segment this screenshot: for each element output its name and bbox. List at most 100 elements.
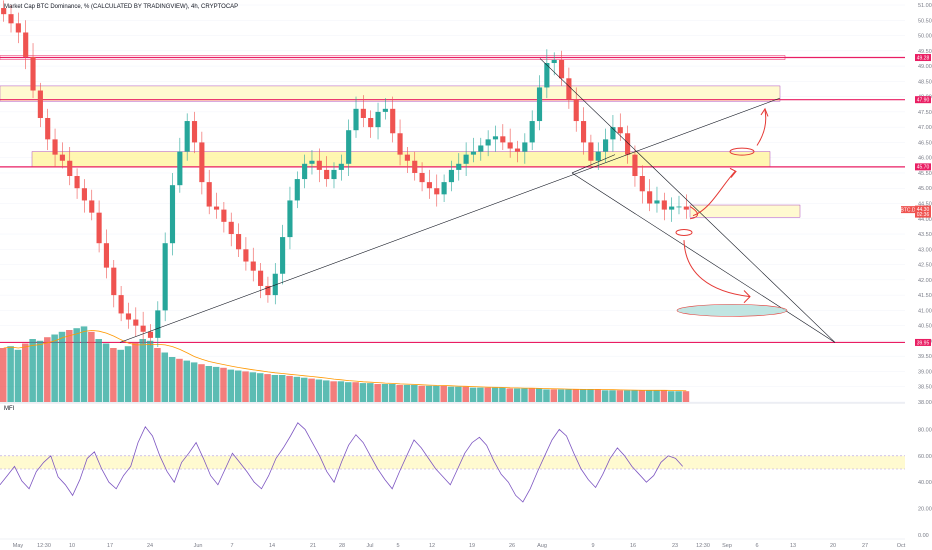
time-tick-label: 9 (591, 543, 594, 549)
price-tag (915, 54, 931, 62)
candle-body (456, 163, 462, 170)
volume-bar (491, 387, 499, 402)
volume-bar (220, 367, 227, 402)
time-tick-label: 5 (396, 543, 399, 549)
volume-bar (66, 330, 73, 402)
candle-body (302, 163, 308, 180)
price-tick-label: 45.50 (918, 171, 932, 177)
price-tick-label: 39.50 (918, 354, 932, 360)
candle-body (654, 200, 660, 204)
candle-body (206, 182, 212, 207)
price-tick-label: 47.50 (918, 110, 932, 116)
arrow-down-path (683, 240, 751, 298)
time-tick-label: May (13, 543, 24, 549)
candle-body (382, 108, 388, 112)
candle-body (522, 142, 528, 152)
volume-bar (124, 346, 132, 402)
price-tick-label: 48.50 (918, 79, 932, 85)
price-tick-label: 42.00 (918, 278, 932, 284)
volume-bar (403, 384, 411, 402)
candle-body (683, 206, 689, 210)
candle-body (514, 148, 521, 152)
volume-bar (418, 385, 425, 402)
price-tag-label: 45.70 (917, 165, 930, 171)
volume-bar (594, 389, 602, 402)
volume-bar (256, 373, 264, 402)
volume-bar (278, 375, 286, 402)
candle-body (74, 176, 80, 189)
volume-bar (308, 378, 315, 402)
volume-bar (660, 390, 668, 402)
volume-bar (623, 390, 631, 402)
support-resistance-zones (0, 85, 801, 218)
candle-body (426, 182, 432, 189)
price-tick-label: 51.00 (918, 3, 932, 9)
volume-bar (572, 389, 580, 402)
volume-bar (653, 390, 660, 402)
volume-bar (117, 349, 124, 402)
volume-bar (381, 384, 389, 402)
arrowhead (729, 167, 737, 178)
volume-bar (7, 346, 14, 402)
candle-body (199, 142, 205, 183)
candle-body (632, 154, 638, 177)
candle-body (529, 121, 535, 143)
candle-body (30, 56, 36, 91)
time-tick-label: 21 (310, 543, 316, 549)
price-tick-label: 41.00 (918, 308, 932, 314)
descending-trendline (539, 58, 836, 343)
volume-bar (645, 390, 653, 402)
mfi-band (0, 455, 905, 469)
candle-body (625, 133, 631, 155)
volume-bar (44, 337, 51, 402)
mfi-tick-label: 60.00 (918, 454, 932, 460)
volume-bar (535, 388, 543, 402)
time-tick-label: 23 (672, 543, 678, 549)
candle-body (375, 111, 381, 128)
volume-bar (176, 358, 183, 402)
mfi-tick-label: 80.00 (918, 427, 932, 433)
annotations (675, 107, 788, 317)
target-ellipse-upper (729, 147, 755, 156)
candle-body (661, 200, 667, 210)
ellipse-lower (675, 229, 693, 237)
candle-body (500, 136, 506, 143)
curl-mark (689, 206, 698, 220)
volume-bar (249, 372, 257, 402)
candle-body (155, 310, 161, 338)
time-tick-label: 20 (830, 543, 836, 549)
volume-bar (73, 328, 80, 402)
price-tag (915, 163, 931, 171)
candle-body (294, 179, 300, 201)
volume-bar (469, 387, 477, 402)
candle-body (368, 117, 374, 128)
price-tick-label: 43.00 (918, 247, 932, 253)
volume-bar (198, 364, 205, 402)
time-tick-label: 28 (339, 543, 345, 549)
volume-bar (271, 375, 279, 402)
time-tick-label: 13 (790, 543, 796, 549)
time-tick-label: Aug (537, 543, 547, 549)
volume-bar (499, 387, 506, 402)
time-tick-label: Jul (366, 543, 373, 549)
volume-bar (227, 369, 235, 402)
candle-body (544, 63, 550, 88)
price-tick-label: 47.00 (918, 125, 932, 131)
volume-bar (190, 362, 198, 402)
candle-body (228, 221, 234, 235)
mfi-title: MFI (4, 406, 15, 412)
candle-body (360, 108, 366, 118)
time-tick-label: 12 (429, 543, 435, 549)
volume-bar (631, 390, 638, 402)
volume-bar (14, 349, 22, 402)
volume-bar (367, 383, 374, 402)
candle-body (639, 176, 645, 192)
volume-bar (161, 352, 169, 402)
volume-bar (462, 386, 469, 402)
volume-bar (609, 390, 616, 402)
volume-bar (506, 388, 514, 402)
volume-bar (132, 342, 139, 402)
candle-body (324, 169, 330, 180)
candle-body (191, 121, 198, 143)
time-tick-label: 10 (69, 543, 75, 549)
